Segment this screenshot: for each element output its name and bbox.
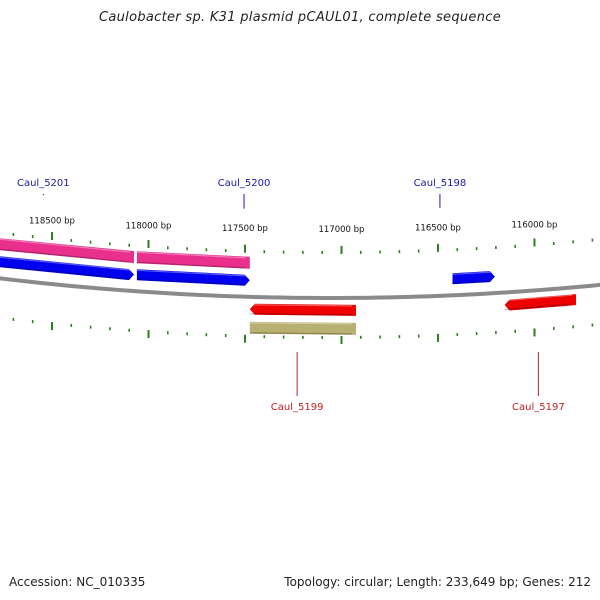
gene-label: Caul_5199 bbox=[271, 402, 324, 413]
tick-label: 117500 bp bbox=[222, 224, 268, 234]
reverse-cds-block bbox=[504, 294, 576, 311]
gene-label: Caul_5197 bbox=[512, 402, 565, 413]
feature-highlight bbox=[249, 304, 352, 307]
forward-cds-block bbox=[136, 269, 250, 286]
feature-shadow bbox=[249, 332, 352, 335]
feature-shadow bbox=[0, 265, 131, 280]
map-title: Caulobacter sp. K31 plasmid pCAUL01, com… bbox=[98, 10, 502, 25]
feature-shadow bbox=[249, 313, 352, 316]
feature-shadow bbox=[452, 280, 491, 284]
feature-highlight bbox=[452, 271, 491, 275]
tick-label: 118500 bp bbox=[29, 217, 75, 227]
feature-highlight bbox=[136, 269, 246, 277]
labels: 118500 bp 118000 bp 117500 bp 117000 bp 1165… bbox=[17, 178, 565, 413]
forward-cds-block bbox=[0, 256, 134, 281]
reverse-cds-block bbox=[249, 303, 356, 316]
feature-shadow bbox=[504, 303, 573, 311]
backbone-arc bbox=[0, 276, 600, 301]
forward-feature-block bbox=[0, 238, 134, 264]
forward-feature-block bbox=[136, 251, 250, 269]
reverse-feature-block bbox=[249, 321, 356, 335]
forward-cds-block bbox=[452, 271, 495, 285]
feature-track bbox=[0, 238, 576, 335]
feature-shadow bbox=[136, 278, 246, 286]
tick-label: 116500 bp bbox=[415, 224, 461, 234]
feature-highlight bbox=[249, 322, 352, 325]
accession-text: Accession: NC_010335 bbox=[9, 575, 146, 589]
gene-label: Caul_5198 bbox=[414, 178, 467, 189]
feature-highlight bbox=[0, 238, 131, 253]
tick-label: 116000 bp bbox=[512, 220, 558, 230]
topology-summary: Topology: circular; Length: 233,649 bp; … bbox=[284, 575, 591, 589]
tick-label: 117000 bp bbox=[319, 225, 365, 235]
feature-highlight bbox=[504, 294, 573, 302]
feature-shadow bbox=[136, 261, 246, 269]
gene-label: Caul_5201 bbox=[17, 178, 70, 189]
gene-label: Caul_5200 bbox=[218, 178, 271, 189]
tick-label: 118000 bp bbox=[126, 221, 172, 231]
tick-marks bbox=[12, 232, 594, 344]
feature-highlight bbox=[0, 256, 131, 271]
feature-highlight bbox=[136, 251, 246, 259]
feature-shadow bbox=[0, 248, 131, 263]
